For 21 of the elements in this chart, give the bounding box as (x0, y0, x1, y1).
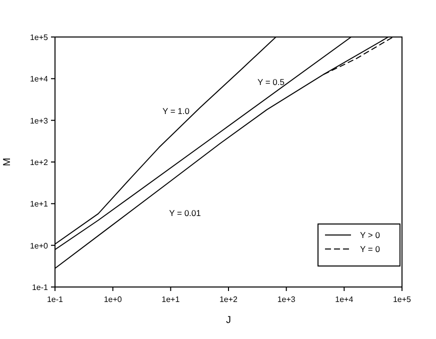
x-tick-label: 1e+1 (162, 295, 180, 304)
y-tick-label: 1e+1 (30, 200, 49, 209)
x-axis-title: J (226, 315, 231, 326)
x-tick-label: 1e+2 (219, 295, 238, 304)
text: Y = 0.01 (169, 208, 202, 218)
x-tick-label: 1e+5 (392, 295, 412, 304)
y-tick-label: 1e+2 (30, 158, 49, 167)
annotation: Y > 0 (360, 230, 380, 240)
y-tick-label: 1e-1 (32, 283, 49, 292)
y-tick-label: 1e+0 (30, 241, 49, 250)
series-label: Y = 0.5 (257, 77, 285, 87)
y-tick-label: 1e+3 (30, 116, 49, 126)
series-label: Y = 1.0 (162, 106, 190, 116)
legend-label: Y = 0 (360, 244, 380, 254)
y-axis-title: M (2, 158, 13, 166)
x-tick-label: 1e+3 (277, 295, 296, 304)
x-tick-label: 1e-1 (46, 295, 64, 304)
x-tick-label: 1e+4 (335, 295, 354, 304)
y-tick-label: 1e+4 (30, 74, 49, 84)
y-tick-label: 1e+5 (30, 33, 49, 42)
x-tick-label: 1e+0 (104, 295, 122, 304)
